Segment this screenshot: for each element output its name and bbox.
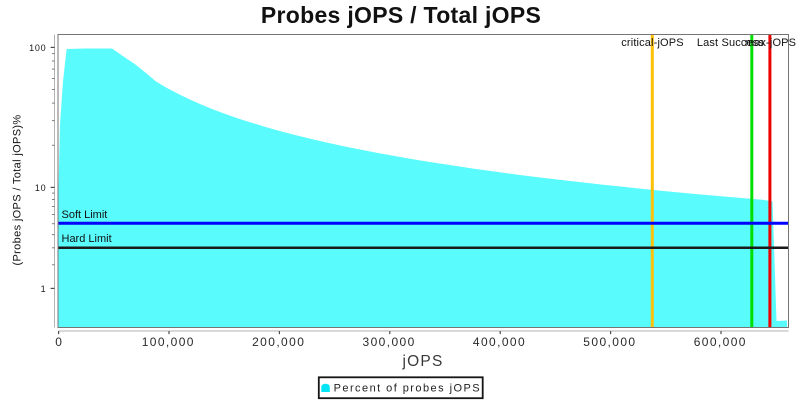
svg-text:(Probes jOPS / Total jOPS)%: (Probes jOPS / Total jOPS)% bbox=[12, 114, 24, 265]
svg-text:300,000: 300,000 bbox=[363, 335, 416, 349]
svg-text:100,000: 100,000 bbox=[142, 335, 195, 349]
svg-text:Soft Limit: Soft Limit bbox=[62, 209, 108, 221]
svg-text:500,000: 500,000 bbox=[583, 335, 636, 349]
svg-text:600,000: 600,000 bbox=[694, 335, 747, 349]
svg-text:critical-jOPS: critical-jOPS bbox=[621, 37, 683, 49]
svg-text:0: 0 bbox=[55, 335, 63, 349]
svg-text:Hard Limit: Hard Limit bbox=[62, 233, 112, 245]
svg-text:Last Success: Last Success bbox=[697, 37, 765, 49]
svg-text:200,000: 200,000 bbox=[252, 335, 305, 349]
svg-text:Percent of probes jOPS: Percent of probes jOPS bbox=[334, 382, 481, 394]
svg-text:1: 1 bbox=[41, 284, 47, 294]
svg-text:100: 100 bbox=[29, 43, 46, 53]
svg-text:Probes jOPS / Total jOPS: Probes jOPS / Total jOPS bbox=[261, 2, 541, 28]
svg-text:10: 10 bbox=[35, 183, 46, 193]
svg-text:400,000: 400,000 bbox=[473, 335, 526, 349]
svg-text:jOPS: jOPS bbox=[402, 353, 444, 370]
svg-text:max-jOPS: max-jOPS bbox=[745, 37, 796, 49]
